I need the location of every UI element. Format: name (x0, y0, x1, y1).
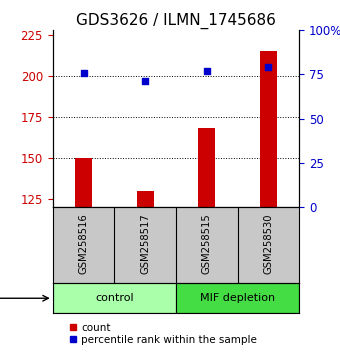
Point (204, 68, 209, 74)
Bar (53, 283, 176, 313)
Text: GSM258515: GSM258515 (202, 213, 212, 274)
Text: MIF depletion: MIF depletion (200, 293, 275, 303)
Text: GSM258516: GSM258516 (79, 213, 88, 274)
Bar (75, 158, 92, 207)
Bar (260, 51, 277, 207)
Text: control: control (95, 293, 134, 303)
Text: GSM258530: GSM258530 (264, 213, 273, 274)
Title: GDS3626 / ILMN_1745686: GDS3626 / ILMN_1745686 (76, 12, 276, 29)
Text: GSM258517: GSM258517 (140, 213, 150, 274)
Bar (198, 129, 216, 207)
Bar (136, 191, 154, 207)
Point (142, 79, 148, 84)
Point (81, 70, 86, 75)
Bar (176, 283, 299, 313)
Point (266, 64, 271, 70)
Legend: count, percentile rank within the sample: count, percentile rank within the sample (65, 318, 261, 349)
